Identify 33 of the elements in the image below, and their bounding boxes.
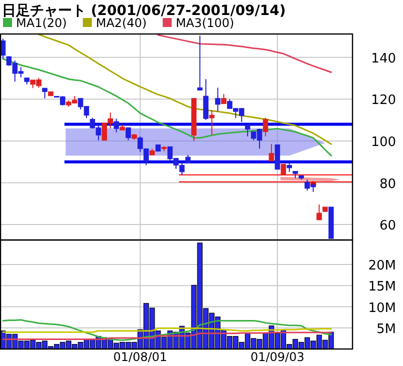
line-series	[38, 34, 332, 145]
line-series	[2, 332, 332, 340]
line-series	[2, 319, 332, 341]
x-tick-label: 01/09/03	[250, 350, 304, 364]
legend-label: MA3(100)	[176, 16, 234, 30]
y-tick-label: 100	[371, 134, 396, 150]
y-tick-label: 60	[379, 218, 396, 234]
chart-title: 日足チャート (2001/06/27-2001/09/14)	[2, 3, 286, 19]
candlestick	[268, 144, 274, 162]
y-tick-label: 80	[379, 176, 396, 192]
candlestick	[316, 204, 322, 220]
y-tick-label: 120	[371, 93, 396, 108]
y-tick-label: 10M	[368, 300, 396, 316]
candlestick	[221, 93, 226, 104]
candlestick	[280, 164, 286, 176]
candlestick	[126, 127, 131, 141]
y-tick-label: 15M	[368, 280, 396, 295]
y-tick-label: 5M	[376, 322, 396, 337]
candlestick	[203, 78, 208, 121]
legend-label: MA1(20)	[16, 16, 67, 30]
x-tick-label: 01/08/01	[113, 350, 168, 364]
candlestick	[42, 88, 48, 99]
candlestick	[209, 110, 214, 136]
candlestick	[197, 35, 202, 91]
candlestick	[244, 124, 250, 137]
y-tick-label: 20M	[368, 258, 396, 274]
line-series	[157, 34, 332, 73]
candlestick	[114, 118, 119, 133]
candlestick	[215, 87, 220, 112]
y-tick-label: 140	[371, 51, 396, 66]
candlestick	[262, 117, 268, 137]
legend-label: MA2(40)	[96, 16, 147, 30]
line-series	[2, 58, 332, 156]
